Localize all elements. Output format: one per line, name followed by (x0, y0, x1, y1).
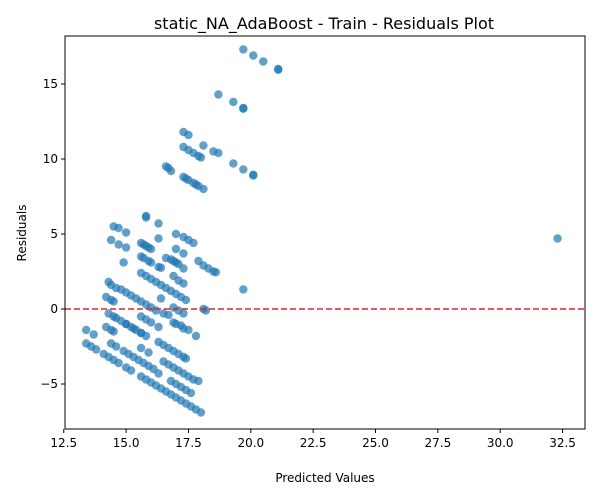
data-point (214, 148, 223, 158)
data-point (136, 343, 146, 353)
x-axis-ticks: 12.5 15.0 17.5 20.0 22.5 25.0 27.5 30.0 32.5 (50, 429, 576, 450)
data-point (196, 153, 206, 162)
data-point (166, 166, 176, 176)
data-point (171, 229, 181, 239)
data-point (199, 141, 208, 150)
data-point (154, 234, 163, 243)
data-point (179, 249, 188, 258)
plot-frame (64, 35, 586, 430)
data-point (239, 45, 248, 54)
y-axis-ticks: −5 0 5 10 15 (40, 77, 65, 391)
data-point (136, 328, 146, 338)
data-point (179, 279, 188, 288)
data-point (109, 327, 118, 336)
x-tick-label: 30.0 (487, 436, 514, 450)
data-point (553, 234, 562, 243)
y-tick-label: −5 (40, 377, 58, 391)
data-point (154, 369, 163, 378)
points-layer (82, 45, 562, 417)
data-point (109, 297, 118, 306)
y-tick-label: 0 (50, 302, 58, 316)
x-tick-label: 32.5 (549, 436, 576, 450)
x-tick-label: 27.5 (424, 436, 451, 450)
x-tick-label: 12.5 (50, 436, 77, 450)
data-point (171, 244, 181, 254)
data-point (146, 258, 156, 267)
y-tick-label: 5 (50, 227, 58, 241)
y-tick-label: 10 (43, 152, 58, 166)
data-point (82, 325, 91, 335)
data-point (179, 264, 188, 273)
x-tick-label: 15.0 (113, 436, 140, 450)
data-point (229, 159, 238, 168)
data-point (211, 268, 221, 277)
data-point (126, 366, 136, 375)
data-point (114, 223, 123, 233)
data-point (156, 263, 166, 272)
chart-title: static_NA_AdaBoost - Train - Residuals P… (154, 14, 494, 34)
data-point (196, 408, 206, 417)
data-point (121, 319, 131, 329)
data-point (179, 309, 188, 318)
data-point (129, 324, 138, 333)
data-point (146, 244, 156, 254)
x-axis-label: Predicted Values (275, 471, 374, 485)
data-point (91, 345, 101, 354)
data-point (114, 240, 123, 249)
data-point (186, 388, 196, 398)
data-point (239, 285, 248, 294)
x-tick-label: 22.5 (300, 436, 327, 450)
data-point (111, 342, 121, 351)
data-point (141, 213, 151, 222)
data-point (259, 57, 268, 66)
data-point (89, 330, 98, 339)
data-point (164, 310, 173, 320)
data-point (184, 325, 193, 335)
data-point (119, 258, 128, 267)
data-point (199, 184, 208, 194)
data-point (249, 170, 258, 179)
data-point (214, 90, 223, 99)
data-point (121, 228, 131, 237)
data-point (181, 295, 191, 305)
data-point (151, 306, 161, 315)
data-point (239, 165, 248, 174)
y-tick-label: 15 (43, 77, 58, 91)
data-point (154, 219, 163, 228)
data-point (144, 348, 153, 357)
data-point (156, 294, 166, 303)
data-point (191, 331, 201, 341)
x-tick-label: 25.0 (362, 436, 389, 450)
data-point (106, 235, 116, 245)
x-tick-label: 20.0 (237, 436, 264, 450)
data-point (194, 376, 203, 386)
data-point (239, 104, 248, 113)
data-point (154, 322, 163, 332)
data-point (114, 358, 123, 368)
data-point (249, 51, 258, 60)
data-point (184, 130, 193, 140)
data-point (181, 354, 191, 363)
data-point (121, 243, 131, 252)
data-point (146, 318, 156, 327)
y-axis-label: Residuals (15, 205, 29, 262)
data-point (201, 306, 211, 315)
data-point (274, 65, 283, 74)
data-point (189, 238, 198, 248)
data-point (229, 97, 238, 107)
x-tick-label: 17.5 (175, 436, 202, 450)
